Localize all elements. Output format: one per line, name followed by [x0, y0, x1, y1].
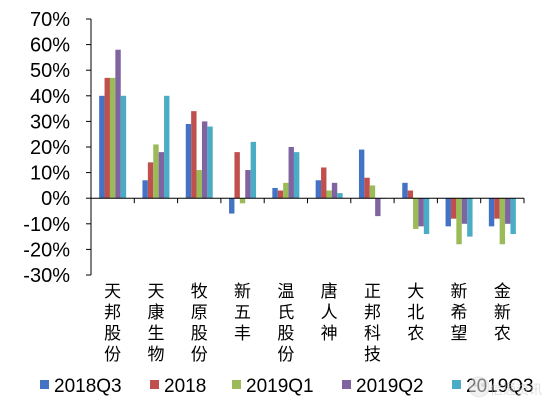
- bar-2018-2: [191, 111, 197, 199]
- watermark: 信通资讯: [468, 376, 542, 398]
- bar-2019Q1-8: [456, 198, 462, 245]
- legend-label-2019Q1: 2019Q1: [246, 376, 314, 397]
- legend-swatch-2019Q3: [452, 380, 461, 389]
- bar-2018-7: [407, 190, 414, 199]
- bar-2018Q3-2: [185, 123, 192, 199]
- legend-swatch-2019Q2: [342, 380, 351, 389]
- bar-2019Q1-9: [499, 198, 506, 245]
- y-tick-label: 0%: [41, 188, 70, 210]
- bar-2019Q3-8: [467, 198, 473, 237]
- bar-2019Q1-4: [283, 182, 289, 199]
- x-category-label: 正邦科技: [364, 282, 381, 365]
- bar-2018Q3-6: [358, 149, 365, 199]
- y-tick-label: 40%: [30, 86, 70, 108]
- bar-2018Q3-4: [272, 187, 278, 199]
- legend-swatch-2018Q3: [40, 380, 49, 389]
- x-category-labels: 天邦股份 天康生物 牧原股份 新五丰 温氏股份 唐人神 正邦科技 大北农 新希望 金新农: [104, 281, 511, 365]
- axes-group: [86, 18, 525, 276]
- bar-2018Q3-0: [99, 95, 105, 199]
- y-tick-label: 50%: [30, 60, 70, 82]
- x-category-label: 新希望: [451, 282, 468, 344]
- bar-2019Q3-4: [293, 152, 300, 199]
- bar-2019Q1-7: [413, 198, 419, 229]
- bar-2019Q2-2: [201, 121, 208, 199]
- watermark-text: 信通资讯: [490, 383, 542, 398]
- bar-2019Q2-0: [115, 49, 121, 199]
- bar-2019Q2-1: [158, 152, 165, 199]
- legend-label-2019Q2: 2019Q2: [356, 376, 424, 397]
- y-tick-label: 70%: [30, 9, 70, 31]
- bar-2018Q3-7: [402, 182, 408, 199]
- bar-2018Q3-5: [315, 180, 322, 199]
- bar-2019Q2-4: [288, 147, 294, 199]
- bar-2018Q3-9: [488, 198, 495, 227]
- bar-2019Q3-0: [120, 95, 127, 199]
- bar-2019Q3-1: [164, 95, 170, 199]
- bar-2018Q3-1: [142, 180, 148, 199]
- bar-2019Q1-6: [369, 185, 376, 199]
- legend-swatch-2018: [150, 380, 159, 389]
- bar-2019Q3-3: [250, 141, 257, 199]
- bar-2019Q1-3: [239, 198, 246, 204]
- legend-label-2018: 2018: [164, 376, 206, 397]
- y-tick-label: 30%: [30, 111, 70, 133]
- x-category-label: 大北农: [407, 282, 424, 344]
- x-category-label: 温氏股份: [277, 282, 294, 365]
- bar-2018-8: [450, 198, 457, 219]
- bar-2019Q2-3: [245, 170, 251, 199]
- bar-2019Q2-5: [331, 182, 338, 199]
- bar-2018-5: [321, 167, 327, 199]
- y-tick-label: 10%: [30, 163, 70, 185]
- x-category-label: 天康生物: [147, 282, 164, 365]
- x-category-label: 天邦股份: [104, 282, 121, 365]
- bar-2018-4: [277, 190, 284, 199]
- legend: 2018Q3 2018 2019Q1 2019Q2 2019Q3: [40, 376, 534, 397]
- x-category-label: 唐人神: [321, 281, 338, 344]
- bars-group: [99, 49, 516, 245]
- bar-2018Q3-8: [445, 198, 451, 227]
- y-tick-label: -30%: [23, 265, 70, 287]
- bar-2018-6: [364, 177, 370, 199]
- bar-2019Q2-9: [505, 198, 511, 224]
- bar-2019Q2-8: [461, 198, 468, 224]
- y-tick-label: -10%: [23, 214, 70, 236]
- bar-2019Q1-2: [196, 170, 202, 199]
- wechat-icon-eye-left: [473, 383, 477, 387]
- x-category-label: 新五丰: [234, 282, 251, 344]
- bar-2019Q3-5: [337, 193, 343, 199]
- wechat-icon: [468, 376, 490, 398]
- y-tick-label: -20%: [23, 239, 70, 261]
- bar-2018-3: [234, 152, 240, 199]
- bar-2018-0: [104, 77, 110, 199]
- legend-swatch-2019Q1: [232, 380, 241, 389]
- x-category-label: 金新农: [494, 282, 511, 344]
- y-tick-labels: -30% -20% -10% 0% 10% 20% 30% 40% 50% 60% 70%: [23, 9, 70, 287]
- legend-label-2018Q3: 2018Q3: [54, 376, 122, 397]
- bar-2019Q1-0: [109, 77, 116, 199]
- bar-2018-1: [147, 162, 154, 199]
- bar-2018Q3-3: [229, 198, 235, 214]
- bar-2019Q1-5: [326, 190, 332, 199]
- bar-2019Q2-7: [418, 198, 424, 227]
- bar-2019Q3-2: [207, 126, 213, 199]
- y-tick-label: 20%: [30, 137, 70, 159]
- bar-2019Q3-9: [510, 198, 516, 235]
- y-tick-label: 60%: [30, 35, 70, 57]
- wechat-icon-eye-right: [481, 383, 485, 387]
- bar-2019Q2-6: [375, 198, 381, 217]
- x-category-label: 牧原股份: [191, 282, 208, 365]
- bar-2018-9: [494, 198, 500, 219]
- bar-2019Q3-7: [423, 198, 430, 235]
- bar-2019Q1-1: [153, 144, 159, 199]
